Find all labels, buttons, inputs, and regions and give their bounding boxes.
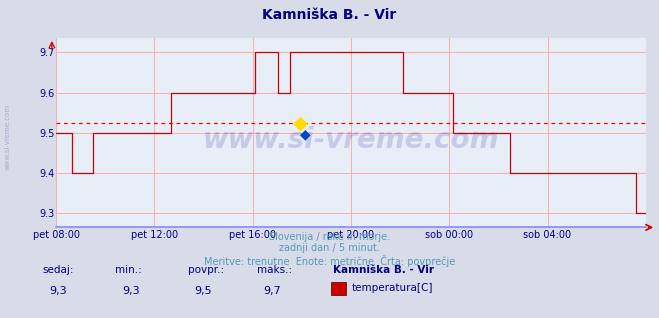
Text: www.si-vreme.com: www.si-vreme.com — [203, 126, 499, 154]
Text: sedaj:: sedaj: — [43, 265, 74, 275]
Text: zadnji dan / 5 minut.: zadnji dan / 5 minut. — [279, 243, 380, 253]
Text: ◆: ◆ — [300, 128, 310, 142]
Text: Meritve: trenutne  Enote: metrične  Črta: povprečje: Meritve: trenutne Enote: metrične Črta: … — [204, 255, 455, 267]
Text: povpr.:: povpr.: — [188, 265, 224, 275]
Text: 9,5: 9,5 — [194, 287, 212, 296]
Text: 9,3: 9,3 — [49, 287, 67, 296]
Text: temperatura[C]: temperatura[C] — [351, 283, 433, 293]
Text: Kamniška B. - Vir: Kamniška B. - Vir — [262, 8, 397, 22]
Text: 9,7: 9,7 — [264, 287, 281, 296]
Text: min.:: min.: — [115, 265, 142, 275]
Text: Slovenija / reke in morje.: Slovenija / reke in morje. — [269, 232, 390, 241]
Text: Kamniška B. - Vir: Kamniška B. - Vir — [333, 265, 434, 275]
Text: maks.:: maks.: — [257, 265, 292, 275]
Text: 9,3: 9,3 — [122, 287, 140, 296]
Text: www.si-vreme.com: www.si-vreme.com — [5, 104, 11, 170]
Text: ◆: ◆ — [293, 114, 308, 133]
